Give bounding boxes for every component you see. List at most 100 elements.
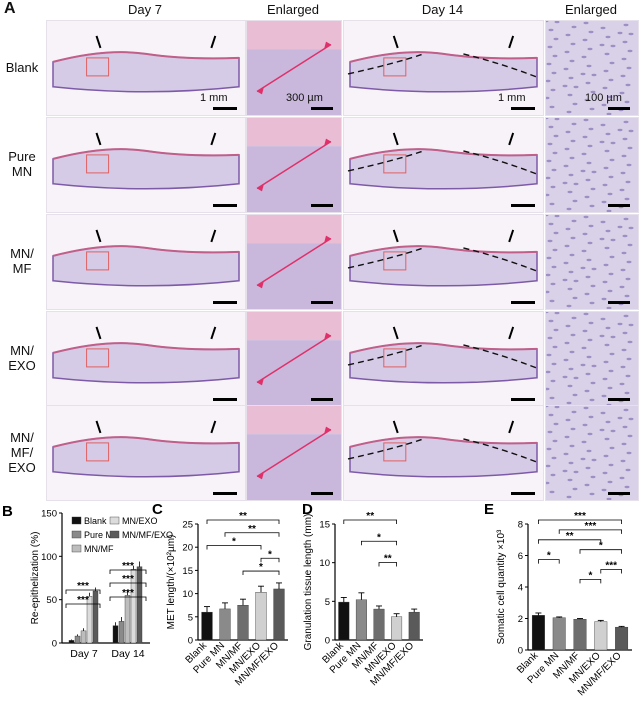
significance-label: *** — [122, 561, 134, 572]
significance-bracket — [206, 519, 280, 524]
panel-letter-c: C — [152, 501, 163, 518]
significance-bracket — [378, 562, 397, 567]
row-label-line: Pure — [8, 149, 36, 164]
y-tick-label: 50 — [46, 595, 57, 606]
row-label-line: MF/ — [10, 444, 34, 460]
day14-enlarged-image — [545, 20, 639, 116]
bar — [237, 605, 249, 641]
legend-label: MN/MF/EXO — [122, 530, 173, 540]
y-axis-label: MET length/(×10²µm) — [166, 535, 177, 630]
significance-label: *** — [122, 574, 134, 585]
day7-image — [46, 214, 246, 310]
significance-label: * — [232, 537, 236, 548]
day7-image — [46, 117, 246, 213]
legend-swatch — [109, 516, 120, 525]
row-label-line: MN/ — [10, 429, 34, 445]
significance-bracket — [109, 569, 147, 574]
day14-enlarged-image — [545, 311, 639, 407]
y-tick-label: 15 — [319, 520, 330, 531]
significance-bracket — [538, 559, 560, 564]
panel-letter-b: B — [2, 503, 13, 520]
day7-enlarged-image — [246, 214, 342, 310]
x-tick-label: Day 7 — [70, 648, 98, 660]
significance-label: ** — [248, 524, 256, 535]
day14-image — [343, 214, 544, 310]
bar — [201, 611, 213, 641]
bar — [552, 617, 566, 651]
x-tick-label: Day 14 — [111, 648, 144, 660]
significance-bracket — [361, 540, 397, 546]
y-tick-label: 5 — [325, 597, 330, 608]
day7-enlarged-image — [246, 117, 342, 213]
bar — [219, 608, 231, 641]
legend-label: MN/EXO — [122, 516, 158, 526]
day7-enlarged-image — [246, 311, 342, 407]
bar — [531, 615, 545, 651]
day14-image — [343, 405, 544, 501]
significance-bracket — [109, 596, 147, 601]
significance-bracket — [538, 519, 622, 524]
row-label-4: MN/EXO — [0, 343, 44, 373]
bar — [391, 616, 403, 641]
y-axis-label: Somatic cell quantity ×10³ — [496, 529, 507, 644]
significance-label: ** — [366, 511, 374, 522]
bar — [118, 621, 125, 644]
legend-swatch — [71, 516, 82, 525]
bar — [408, 611, 420, 641]
significance-bracket — [600, 569, 622, 574]
legend-swatch — [109, 530, 120, 539]
day14-enlarged-image — [545, 405, 639, 501]
scale-label-day7: 1 mm — [200, 92, 228, 104]
row-label-3: MN/MF — [0, 246, 44, 276]
significance-bracket — [260, 557, 280, 563]
day7-image — [46, 405, 246, 501]
bar — [68, 640, 75, 644]
significance-label: *** — [574, 511, 586, 522]
significance-label: *** — [77, 595, 89, 606]
bar — [355, 599, 367, 641]
panel-letter-e: E — [484, 501, 494, 518]
bar — [80, 630, 87, 644]
row-label-line: EXO — [8, 459, 36, 475]
y-tick-label: 0 — [188, 636, 193, 647]
row-label-line: MN — [11, 164, 33, 179]
bar — [373, 608, 385, 641]
bar — [255, 592, 267, 641]
bar — [573, 619, 587, 651]
significance-bracket — [65, 603, 101, 608]
legend-swatch — [71, 544, 82, 553]
significance-label: ** — [566, 531, 574, 542]
scale-label-day14: 1 mm — [498, 92, 526, 104]
legend-label: MN/MF — [84, 544, 114, 554]
legend-swatch — [71, 530, 82, 539]
y-axis-label: Re-epithelization (%) — [30, 532, 41, 625]
significance-label: *** — [585, 521, 597, 532]
y-tick-label: 8 — [518, 520, 523, 531]
y-tick-label: 2 — [518, 614, 523, 625]
row-label-line: MN/ — [10, 246, 34, 261]
significance-label: * — [377, 532, 381, 543]
y-tick-label: 0 — [52, 639, 57, 650]
day7-image — [46, 311, 246, 407]
y-axis-label: Granulation tissue length (mm) — [303, 514, 314, 651]
significance-bracket — [579, 579, 602, 584]
y-tick-label: 0 — [518, 646, 523, 657]
row-label-line: Blank — [5, 59, 39, 75]
y-tick-label: 0 — [325, 636, 330, 647]
y-tick-label: 4 — [518, 583, 523, 594]
significance-label: * — [259, 562, 263, 573]
bar — [92, 590, 99, 644]
bar — [112, 625, 119, 644]
bar — [136, 566, 143, 644]
significance-label: *** — [605, 561, 617, 572]
row-label-1: Blank — [0, 60, 44, 75]
y-tick-label: 5 — [188, 612, 193, 623]
y-tick-label: 10 — [319, 558, 330, 569]
column-header-2: Enlarged — [266, 2, 320, 17]
y-tick-label: 100 — [41, 552, 57, 563]
significance-label: * — [588, 570, 592, 581]
day7-enlarged-image — [246, 20, 342, 116]
significance-bracket — [224, 532, 280, 537]
scale-label-enlarged7: 300 µm — [286, 92, 323, 104]
